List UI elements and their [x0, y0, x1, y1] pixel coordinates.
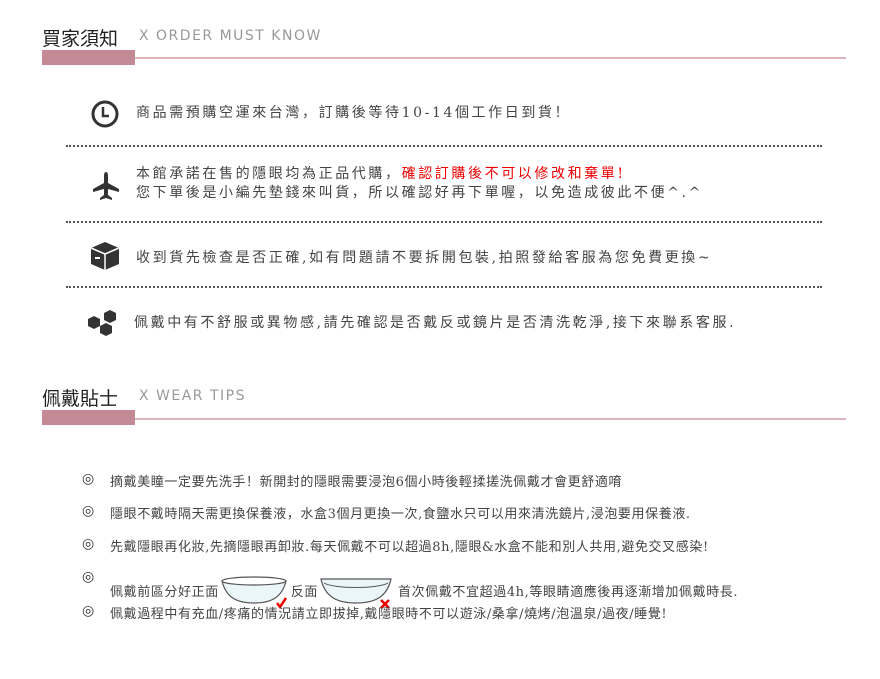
section-accent-block [42, 50, 135, 65]
clock-icon [91, 100, 119, 128]
section-divider [135, 57, 846, 59]
tip-text: 反面 [290, 584, 319, 600]
bullet-icon: ◎ [82, 503, 95, 519]
lens-inverted-icon [320, 578, 392, 609]
tip-item: 佩戴過程中有充血/疼痛的情況請立即拔掉,戴隱眼時不可以遊泳/桑拿/燒烤/泡溫泉/… [110, 607, 668, 622]
wear-section-title: 佩戴貼士 [42, 388, 119, 410]
tip-item: 摘戴美瞳一定要先洗手！新開封的隱眼需要浸泡6個小時後輕揉搓洗佩戴才會更舒適唷 [110, 475, 623, 490]
order-note-discomfort: 佩戴中有不舒服或異物感,請先確認是否戴反或鏡片是否清洗乾淨,接下來聯系客服. [134, 315, 737, 331]
order-note-authentic: 本館承諾在售的隱眼均為正品代購，確認訂購後不可以修改和棄單! [136, 163, 626, 183]
cubes-icon [88, 310, 116, 336]
tip-text: 佩戴前區分好正面 [110, 584, 219, 600]
bullet-icon: ◎ [82, 536, 95, 552]
wear-section-subtitle: X WEAR TIPS [139, 388, 246, 404]
dotted-divider [66, 221, 822, 223]
bullet-icon: ◎ [82, 471, 95, 487]
order-section-title: 買家須知 [42, 28, 119, 50]
tip-item: 先戴隱眼再化妝,先摘隱眼再卸妝.每天佩戴不可以超過8h,隱眼&水盒不能和別人共用… [110, 540, 709, 555]
dotted-divider [66, 145, 822, 147]
bullet-icon: ◎ [82, 569, 95, 585]
tip-item: 佩戴前區分好正面 反面 首次佩戴不宜超過4h,等眼睛適應後再逐漸增加佩戴時長. [110, 569, 738, 611]
order-note-inspect: 收到貨先檢查是否正確,如有問題請不要拆開包裝,拍照發給客服為您免費更換~ [136, 250, 713, 266]
authentic-text: 本館承諾在售的隱眼均為正品代購， [136, 166, 402, 182]
order-note-delivery: 商品需預購空運來台灣，訂購後等待10-14個工作日到貨！ [136, 105, 572, 121]
order-section-subtitle: X ORDER MUST KNOW [139, 28, 322, 44]
bullet-icon: ◎ [82, 603, 95, 619]
airplane-icon [93, 172, 119, 200]
tip-item: 隱眼不戴時隔天需更換保養液，水盒3個月更換一次,食鹽水只可以用來清洗鏡片,浸泡要… [110, 507, 691, 522]
section-accent-block [42, 410, 135, 425]
tip-text: 首次佩戴不宜超過4h,等眼睛適應後再逐漸增加佩戴時長. [398, 584, 739, 600]
order-note-prepay: 您下單後是小編先墊錢來叫貨，所以確認好再下單喔，以免造成彼此不便^.^ [136, 185, 703, 201]
section-divider [135, 418, 846, 420]
dotted-divider [66, 286, 822, 288]
no-cancel-warning: 確認訂購後不可以修改和棄單! [401, 166, 626, 182]
box-icon [90, 242, 120, 270]
lens-correct-icon [221, 576, 287, 610]
